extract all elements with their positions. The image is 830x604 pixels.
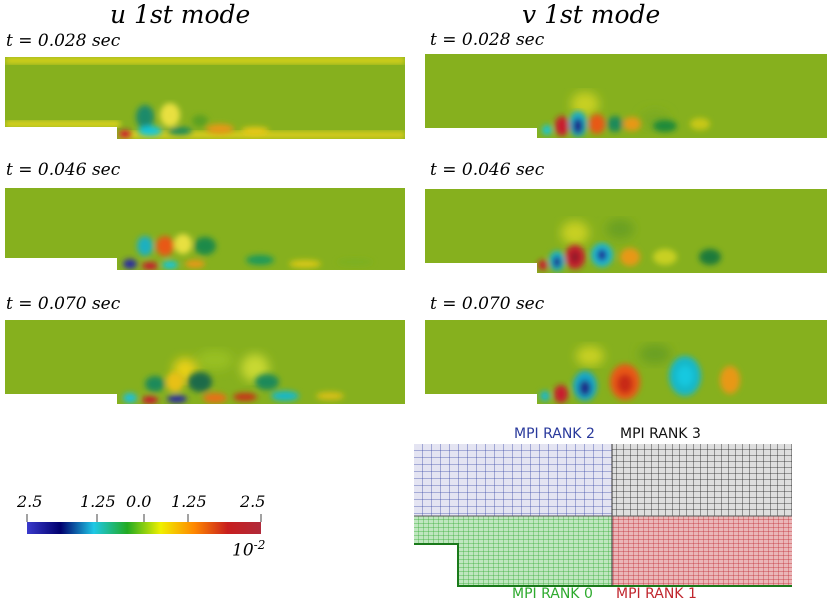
mpi-mesh-diagram: [414, 444, 792, 587]
colorbar: 2.5 1.25 0.0 1.25 2.5 10-2: [17, 492, 268, 572]
u-time-label-1: t = 0.028 sec: [6, 31, 121, 51]
mpi-rank-3-region: [612, 444, 792, 516]
mpi-rank-0-label: MPI RANK 0: [512, 586, 593, 602]
u-field-panel-1: [5, 57, 405, 139]
colorbar-ticks-marks: [26, 514, 262, 522]
colorbar-scale-exponent: -2: [253, 538, 266, 552]
mpi-rank-0-region: [414, 516, 612, 586]
colorbar-tick-1: 2.5: [17, 492, 43, 511]
v-time-label-2: t = 0.046 sec: [430, 160, 545, 180]
u-field-panel-2: [5, 188, 405, 270]
u-time-label-2: t = 0.046 sec: [6, 160, 121, 180]
mpi-rank-3-label: MPI RANK 3: [620, 426, 701, 442]
u-field-panel-3: [5, 320, 405, 404]
v-field-panel-2: [425, 189, 827, 273]
v-field-panel-3: [425, 320, 827, 404]
mpi-rank-1-label: MPI RANK 1: [616, 586, 697, 602]
v-mode-title: v 1st mode: [522, 0, 661, 29]
v-time-label-3: t = 0.070 sec: [430, 294, 545, 314]
colorbar-gradient: [27, 522, 261, 534]
mpi-rank-2-region: [414, 444, 612, 516]
v-field-panel-1: [425, 54, 827, 138]
colorbar-tick-2: 1.25: [80, 492, 116, 511]
colorbar-scale-base: 10: [232, 540, 254, 561]
v-time-label-1: t = 0.028 sec: [430, 30, 545, 50]
mpi-rank-1-region: [612, 516, 792, 586]
u-time-label-3: t = 0.070 sec: [6, 294, 121, 314]
u-mode-title: u 1st mode: [110, 0, 251, 29]
colorbar-scale: 10-2: [232, 538, 265, 561]
colorbar-tick-4: 1.25: [171, 492, 207, 511]
mpi-rank-2-label: MPI RANK 2: [514, 426, 595, 442]
colorbar-tick-5: 2.5: [240, 492, 266, 511]
colorbar-tick-3: 0.0: [126, 492, 152, 511]
